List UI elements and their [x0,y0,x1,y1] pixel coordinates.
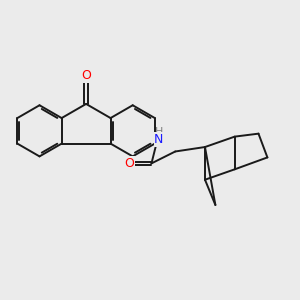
Text: H: H [155,127,163,137]
Text: O: O [81,69,91,82]
Text: O: O [124,157,134,170]
Text: N: N [154,133,164,146]
